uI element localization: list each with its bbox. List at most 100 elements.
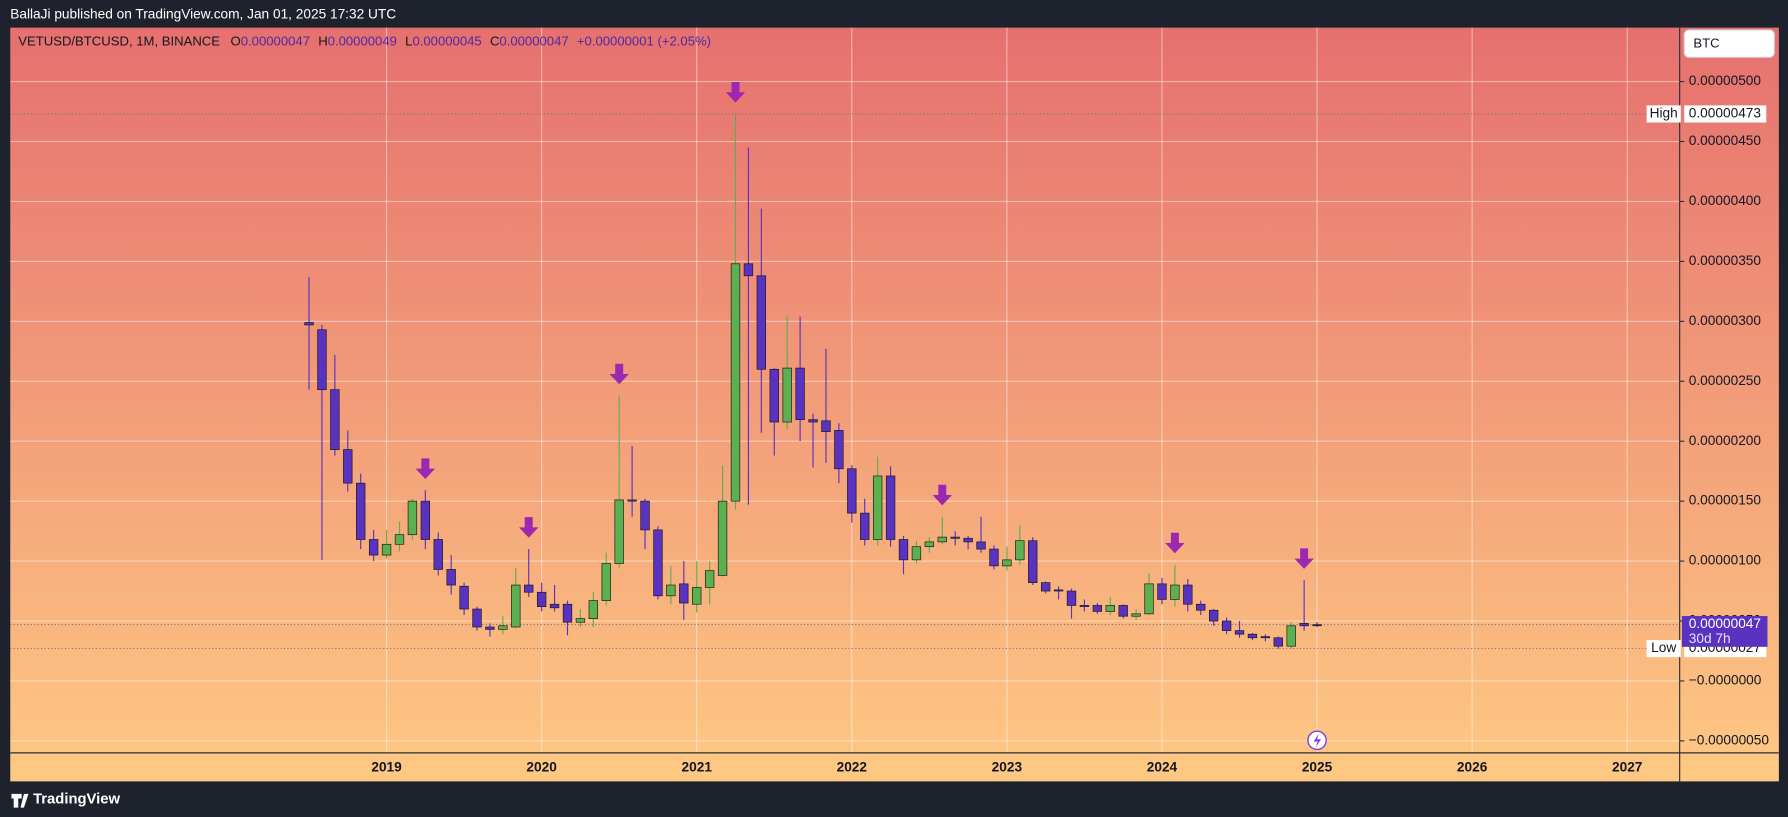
y-tick-label: 0.00000200 (1689, 433, 1762, 448)
y-tick-label: −0.0000000 (1689, 673, 1762, 688)
event-icon-bolt (1313, 733, 1322, 748)
candle-body (1053, 589, 1064, 592)
candle-body (1273, 637, 1283, 647)
candle-body (1208, 609, 1219, 622)
candle-body (368, 539, 379, 556)
candle-body (1092, 605, 1103, 612)
x-tick-label: 2019 (371, 759, 402, 774)
marker-label-box (1646, 105, 1681, 123)
change: +0.00000001 (+2.05%) (577, 34, 711, 49)
candle-body (472, 608, 482, 628)
candle-body (446, 569, 456, 586)
candle-body (330, 389, 340, 450)
ohlc-value: 0.00000047 (241, 34, 310, 49)
candle-body (433, 539, 443, 570)
y-tick-label: 0.00000450 (1689, 133, 1762, 148)
y-tick-label: 0.00000150 (1689, 493, 1762, 508)
x-tick-label: 2027 (1612, 759, 1642, 774)
candle-body (847, 468, 857, 514)
countdown: 30d 7h (1689, 631, 1731, 646)
candle-body (730, 263, 741, 502)
candle-body (575, 618, 586, 623)
candle-body (1118, 605, 1128, 617)
candle-body (950, 536, 960, 539)
candle-body (808, 419, 818, 423)
candle-body (420, 500, 431, 540)
currency-button[interactable] (1683, 29, 1775, 58)
candle-body (1144, 583, 1154, 615)
publisher: BallaJi published on TradingView.com, Ja… (10, 7, 396, 22)
candle-body (1221, 620, 1232, 631)
candle-body (485, 626, 495, 630)
candle-body (601, 563, 611, 601)
y-tick-label: −0.00000050 (1689, 732, 1770, 747)
ohlc-key: C (490, 34, 499, 49)
candle-body (1234, 630, 1245, 635)
candle-body (963, 537, 973, 543)
annotation-arrow (932, 484, 952, 506)
candle-body (1131, 613, 1141, 617)
candle-body (1247, 633, 1258, 639)
candle-body (1260, 636, 1271, 639)
y-tick-label: 0.00000350 (1689, 253, 1762, 268)
annotation-arrow (519, 517, 539, 538)
candle-body (666, 584, 676, 597)
y-tick-label: 0.00000100 (1689, 553, 1762, 568)
ohlc-key: L (405, 34, 412, 49)
candle-body (898, 539, 909, 561)
y-tick-label: 0.00000500 (1689, 73, 1762, 88)
candle-body (536, 591, 547, 607)
ohlc-value: 0.00000049 (328, 34, 397, 49)
candle-body (549, 603, 560, 609)
candle-body (717, 500, 728, 576)
candle-body (1157, 583, 1167, 600)
ohlc-key: H (318, 34, 327, 49)
ohlc-value: 0.00000047 (499, 34, 568, 49)
candle-body (343, 449, 353, 484)
marker-value: 0.00000473 (1689, 106, 1761, 121)
candle-body (627, 499, 637, 502)
brand: TradingView (33, 792, 120, 808)
candle-body (1002, 559, 1012, 567)
candle-body (1015, 540, 1025, 561)
marker-label: High (1650, 106, 1678, 121)
candle-body (679, 583, 689, 604)
candle-body (885, 475, 896, 540)
candle-body (1105, 605, 1115, 612)
last-price: 0.00000047 (1689, 616, 1761, 631)
candle-body (562, 603, 573, 623)
ohlc-key: O (231, 34, 241, 49)
candle-body (937, 536, 947, 543)
x-tick-label: 2021 (682, 759, 713, 774)
brand-logo (11, 793, 29, 808)
y-tick-label: 0.00000400 (1689, 193, 1762, 208)
candle-body (459, 585, 469, 610)
legend-header: VETUSD/BTCUSD, 1M, BINANCE O0.00000047 H… (18, 34, 711, 49)
x-tick-label: 2022 (837, 759, 868, 774)
candle-body (653, 529, 663, 597)
candle-body (1312, 624, 1322, 627)
candle-body (640, 500, 650, 531)
candle-body (872, 475, 883, 540)
candle-body (1028, 540, 1038, 583)
candle-body (1079, 605, 1090, 607)
candle-body (1196, 603, 1206, 611)
pane-background (10, 27, 1779, 782)
candle-body (821, 420, 831, 432)
x-tick-label: 2026 (1457, 759, 1488, 774)
candle-body (1040, 582, 1051, 592)
annotation-arrow (609, 363, 629, 385)
currency-label[interactable]: BTC (1693, 36, 1719, 51)
candle-body (795, 367, 805, 420)
candle-body (769, 368, 779, 423)
marker-label: Low (1651, 640, 1676, 655)
candle-body (782, 367, 792, 423)
marker-label-box (1646, 640, 1681, 658)
last-price-box (1681, 616, 1768, 647)
candle-body (381, 543, 392, 556)
annotation-arrow (415, 458, 436, 479)
candle-body (692, 587, 702, 605)
y-tick-label: 0.00000300 (1689, 313, 1762, 328)
candle-body (924, 541, 935, 548)
